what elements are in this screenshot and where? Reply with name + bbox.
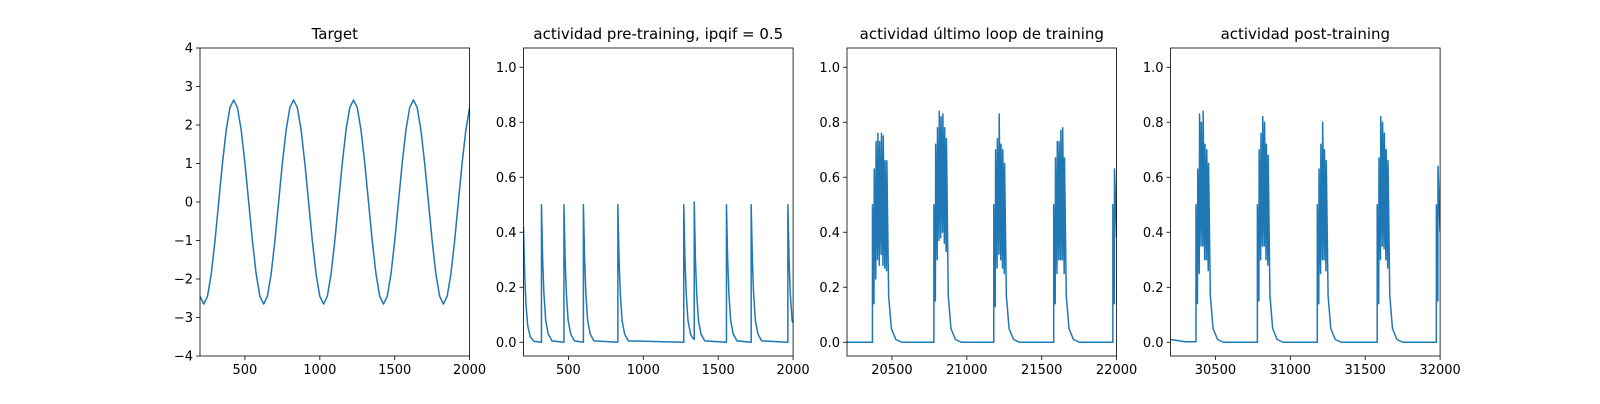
y-tick-label: 0.8	[819, 116, 840, 131]
y-tick-label: 0.8	[496, 116, 517, 131]
y-tick-label: 0.0	[819, 336, 840, 351]
x-tick-label: 21000	[946, 363, 987, 378]
x-tick-label: 31500	[1345, 363, 1386, 378]
axes-frame	[523, 47, 794, 357]
x-tick-label: 21500	[1021, 363, 1062, 378]
data-line	[847, 110, 1117, 343]
x-tick-label: 2000	[453, 363, 486, 378]
subplot-title: Target	[311, 25, 359, 43]
y-tick-label: 3	[185, 80, 193, 95]
y-tick-label: −1	[174, 234, 193, 249]
x-tick-label: 22000	[1096, 363, 1137, 378]
y-tick-label: −2	[174, 273, 193, 288]
data-line	[200, 99, 470, 305]
y-tick-label: 0.2	[819, 281, 840, 296]
y-tick-label: 0.6	[819, 171, 840, 186]
y-tick-label: 0.0	[496, 336, 517, 351]
axes-frame	[846, 47, 1118, 357]
y-tick-label: 0.6	[496, 171, 517, 186]
x-tick-label: 1500	[378, 363, 411, 378]
y-tick-label: 0.2	[1143, 281, 1164, 296]
x-tick-label: 2000	[777, 363, 810, 378]
axes-frame	[199, 47, 471, 357]
y-tick-label: 1.0	[819, 61, 840, 76]
x-tick-label: 32000	[1419, 363, 1460, 378]
x-tick-label: 1000	[303, 363, 336, 378]
y-tick-label: 1.0	[496, 61, 517, 76]
y-tick-label: 0.0	[1143, 336, 1164, 351]
y-tick-label: 0.2	[496, 281, 517, 296]
y-tick-label: 2	[185, 119, 193, 134]
y-tick-label: −4	[174, 350, 193, 365]
y-tick-label: 4	[185, 42, 193, 57]
y-tick-label: 0.4	[496, 226, 517, 241]
y-tick-label: 0.8	[1143, 116, 1164, 131]
y-tick-label: 0	[185, 196, 193, 211]
y-tick-label: −3	[174, 311, 193, 326]
y-tick-label: 1	[185, 157, 193, 172]
x-tick-label: 30500	[1195, 363, 1236, 378]
subplot: actividad pre-training, ipqif = 0.5 500 10…	[496, 25, 810, 378]
y-tick-label: 1.0	[1143, 61, 1164, 76]
x-tick-label: 1000	[627, 363, 660, 378]
subplot-title: actividad post-training	[1221, 25, 1390, 43]
subplot-title: actividad último loop de training	[860, 25, 1104, 43]
data-line	[523, 201, 794, 343]
y-tick-label: 0.6	[1143, 171, 1164, 186]
x-tick-label: 500	[233, 363, 258, 378]
x-tick-label: 500	[556, 363, 581, 378]
subplot: actividad post-training 30500 31000 31500 32…	[1143, 25, 1461, 378]
x-tick-label: 31000	[1270, 363, 1311, 378]
axes-frame	[1170, 47, 1441, 357]
y-tick-label: 0.4	[1143, 226, 1164, 241]
x-tick-label: 1500	[702, 363, 735, 378]
y-tick-label: 0.4	[819, 226, 840, 241]
subplot: Target 500 1000 1500 2000 −4 −3 −2 −1 0 1 2 3 4	[174, 25, 486, 378]
data-line	[1170, 110, 1441, 343]
subplot-title: actividad pre-training, ipqif = 0.5	[533, 25, 783, 43]
subplot: actividad último loop de training 20500 21…	[819, 25, 1137, 378]
x-tick-label: 20500	[871, 363, 912, 378]
